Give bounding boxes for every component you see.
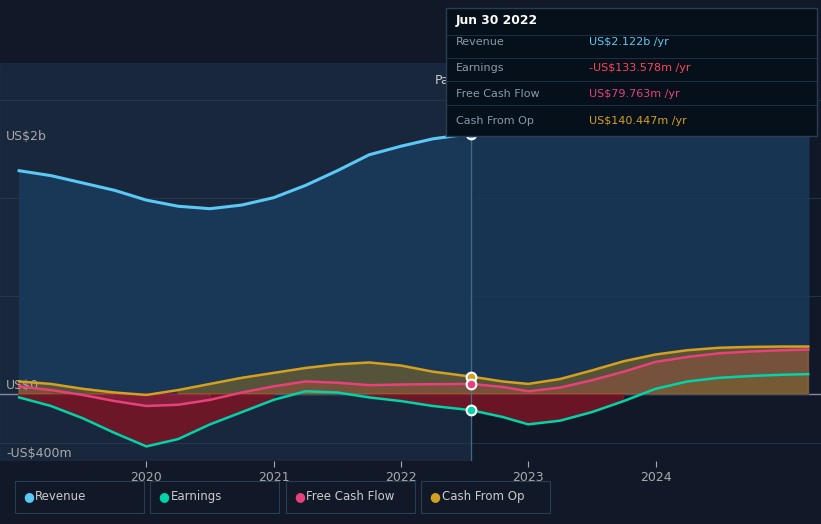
Text: Past: Past (434, 73, 461, 86)
Text: US$0: US$0 (7, 378, 39, 391)
Text: -US$400m: -US$400m (7, 447, 72, 460)
Text: ●: ● (429, 490, 440, 503)
Text: US$140.447m /yr: US$140.447m /yr (589, 116, 687, 126)
Text: Cash From Op: Cash From Op (456, 116, 534, 126)
Text: ●: ● (294, 490, 305, 503)
Text: ●: ● (158, 490, 169, 503)
Text: Cash From Op: Cash From Op (442, 490, 524, 503)
Text: Earnings: Earnings (456, 63, 504, 73)
Text: US$2b: US$2b (7, 129, 48, 143)
Text: US$2.122b /yr: US$2.122b /yr (589, 37, 669, 47)
Text: Revenue: Revenue (35, 490, 87, 503)
Text: Free Cash Flow: Free Cash Flow (306, 490, 395, 503)
Text: -US$133.578m /yr: -US$133.578m /yr (589, 63, 691, 73)
Bar (0, 63, 471, 461)
Text: Revenue: Revenue (456, 37, 504, 47)
Text: ●: ● (23, 490, 34, 503)
Text: Earnings: Earnings (171, 490, 222, 503)
Text: Analysts Forecasts: Analysts Forecasts (484, 73, 600, 86)
Text: US$79.763m /yr: US$79.763m /yr (589, 90, 680, 100)
Text: Free Cash Flow: Free Cash Flow (456, 90, 539, 100)
Text: Jun 30 2022: Jun 30 2022 (456, 14, 538, 27)
